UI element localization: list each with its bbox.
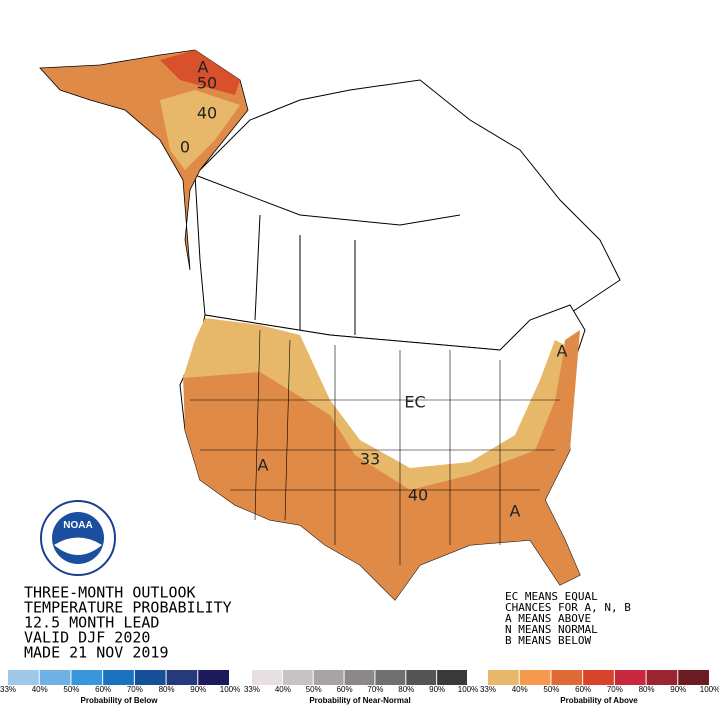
legend-tick: 33% bbox=[244, 685, 260, 694]
legend-tick: 60% bbox=[575, 685, 591, 694]
legend-swatch bbox=[198, 670, 229, 685]
legend-tick: 40% bbox=[512, 685, 528, 694]
title-line: 12.5 MONTH LEAD bbox=[24, 614, 159, 632]
svg-text:NOAA: NOAA bbox=[63, 520, 92, 531]
legend-swatch bbox=[282, 670, 313, 685]
legend-tick: 33% bbox=[0, 685, 16, 694]
title-line: TEMPERATURE PROBABILITY bbox=[24, 599, 232, 617]
legend-tick: 100% bbox=[700, 685, 719, 694]
legend-tick: 90% bbox=[429, 685, 445, 694]
legend-swatch bbox=[8, 670, 39, 685]
conus bbox=[179, 304, 586, 601]
legend-swatch bbox=[252, 670, 282, 685]
legend-tick: 60% bbox=[337, 685, 353, 694]
legend-swatch bbox=[614, 670, 646, 685]
legend-tick: 90% bbox=[190, 685, 206, 694]
title-line: THREE-MONTH OUTLOOK bbox=[24, 584, 196, 602]
key-line: CHANCES FOR A, N, B bbox=[505, 601, 631, 614]
legend-swatch bbox=[551, 670, 583, 685]
legend-tick: 40% bbox=[32, 685, 48, 694]
legend-tick: 60% bbox=[95, 685, 111, 694]
legend-tick: 100% bbox=[458, 685, 478, 694]
map-label: A bbox=[258, 456, 269, 475]
map-label: A bbox=[557, 342, 568, 361]
alaska bbox=[39, 49, 249, 271]
map-label: A bbox=[198, 58, 209, 77]
legend-swatch bbox=[166, 670, 198, 685]
legend-swatch bbox=[519, 670, 551, 685]
legend-swatch bbox=[375, 670, 406, 685]
legend-tick: 100% bbox=[220, 685, 240, 694]
canada-outline bbox=[194, 79, 621, 351]
legend-tick: 80% bbox=[159, 685, 175, 694]
legend-tick: 50% bbox=[543, 685, 559, 694]
legend-swatch bbox=[71, 670, 103, 685]
legends: 33% 40% 50% 60% 70% 80% 90% 100% Probability of … bbox=[0, 670, 719, 705]
legend-tick: 80% bbox=[639, 685, 655, 694]
map-label: 50 bbox=[197, 74, 217, 93]
map-label: 33 bbox=[360, 450, 380, 469]
legend-swatch bbox=[134, 670, 166, 685]
noaa-logo: NOAA bbox=[40, 500, 116, 576]
legend-tick: 70% bbox=[127, 685, 143, 694]
legend-caption: Probability of Near-Normal bbox=[309, 696, 410, 705]
legend-tick: 70% bbox=[607, 685, 623, 694]
legend-caption: Probability of Below bbox=[81, 696, 159, 705]
key-line: EC MEANS EQUAL bbox=[505, 590, 598, 603]
legend-swatch bbox=[678, 670, 709, 685]
legend-tick: 33% bbox=[480, 685, 496, 694]
legend-swatch bbox=[646, 670, 678, 685]
map-label: EC bbox=[404, 393, 425, 412]
legend-tick: 70% bbox=[367, 685, 383, 694]
legend-swatch bbox=[39, 670, 71, 685]
legend-caption: Probability of Above bbox=[560, 696, 638, 705]
legend-swatch bbox=[103, 670, 134, 685]
legend-tick: 80% bbox=[398, 685, 414, 694]
legend-swatch bbox=[406, 670, 437, 685]
legend-swatch bbox=[313, 670, 344, 685]
legend-tick: 50% bbox=[63, 685, 79, 694]
map-label: 40 bbox=[197, 104, 217, 123]
map-label: A bbox=[510, 502, 521, 521]
legend-tick: 90% bbox=[670, 685, 686, 694]
key-line: N MEANS NORMAL bbox=[505, 623, 598, 636]
legend-swatch bbox=[488, 670, 519, 685]
legend-tick: 50% bbox=[306, 685, 322, 694]
key-line: A MEANS ABOVE bbox=[505, 612, 591, 625]
key-line: B MEANS BELOW bbox=[505, 634, 591, 647]
legend-tick: 40% bbox=[275, 685, 291, 694]
title-line: VALID DJF 2020 bbox=[24, 629, 150, 647]
map-label: 40 bbox=[408, 486, 428, 505]
legend-swatch bbox=[344, 670, 375, 685]
legend-swatch bbox=[437, 670, 467, 685]
map-label: 0 bbox=[180, 138, 190, 157]
legend-swatch bbox=[583, 670, 614, 685]
title-line: MADE 21 NOV 2019 bbox=[24, 644, 169, 662]
